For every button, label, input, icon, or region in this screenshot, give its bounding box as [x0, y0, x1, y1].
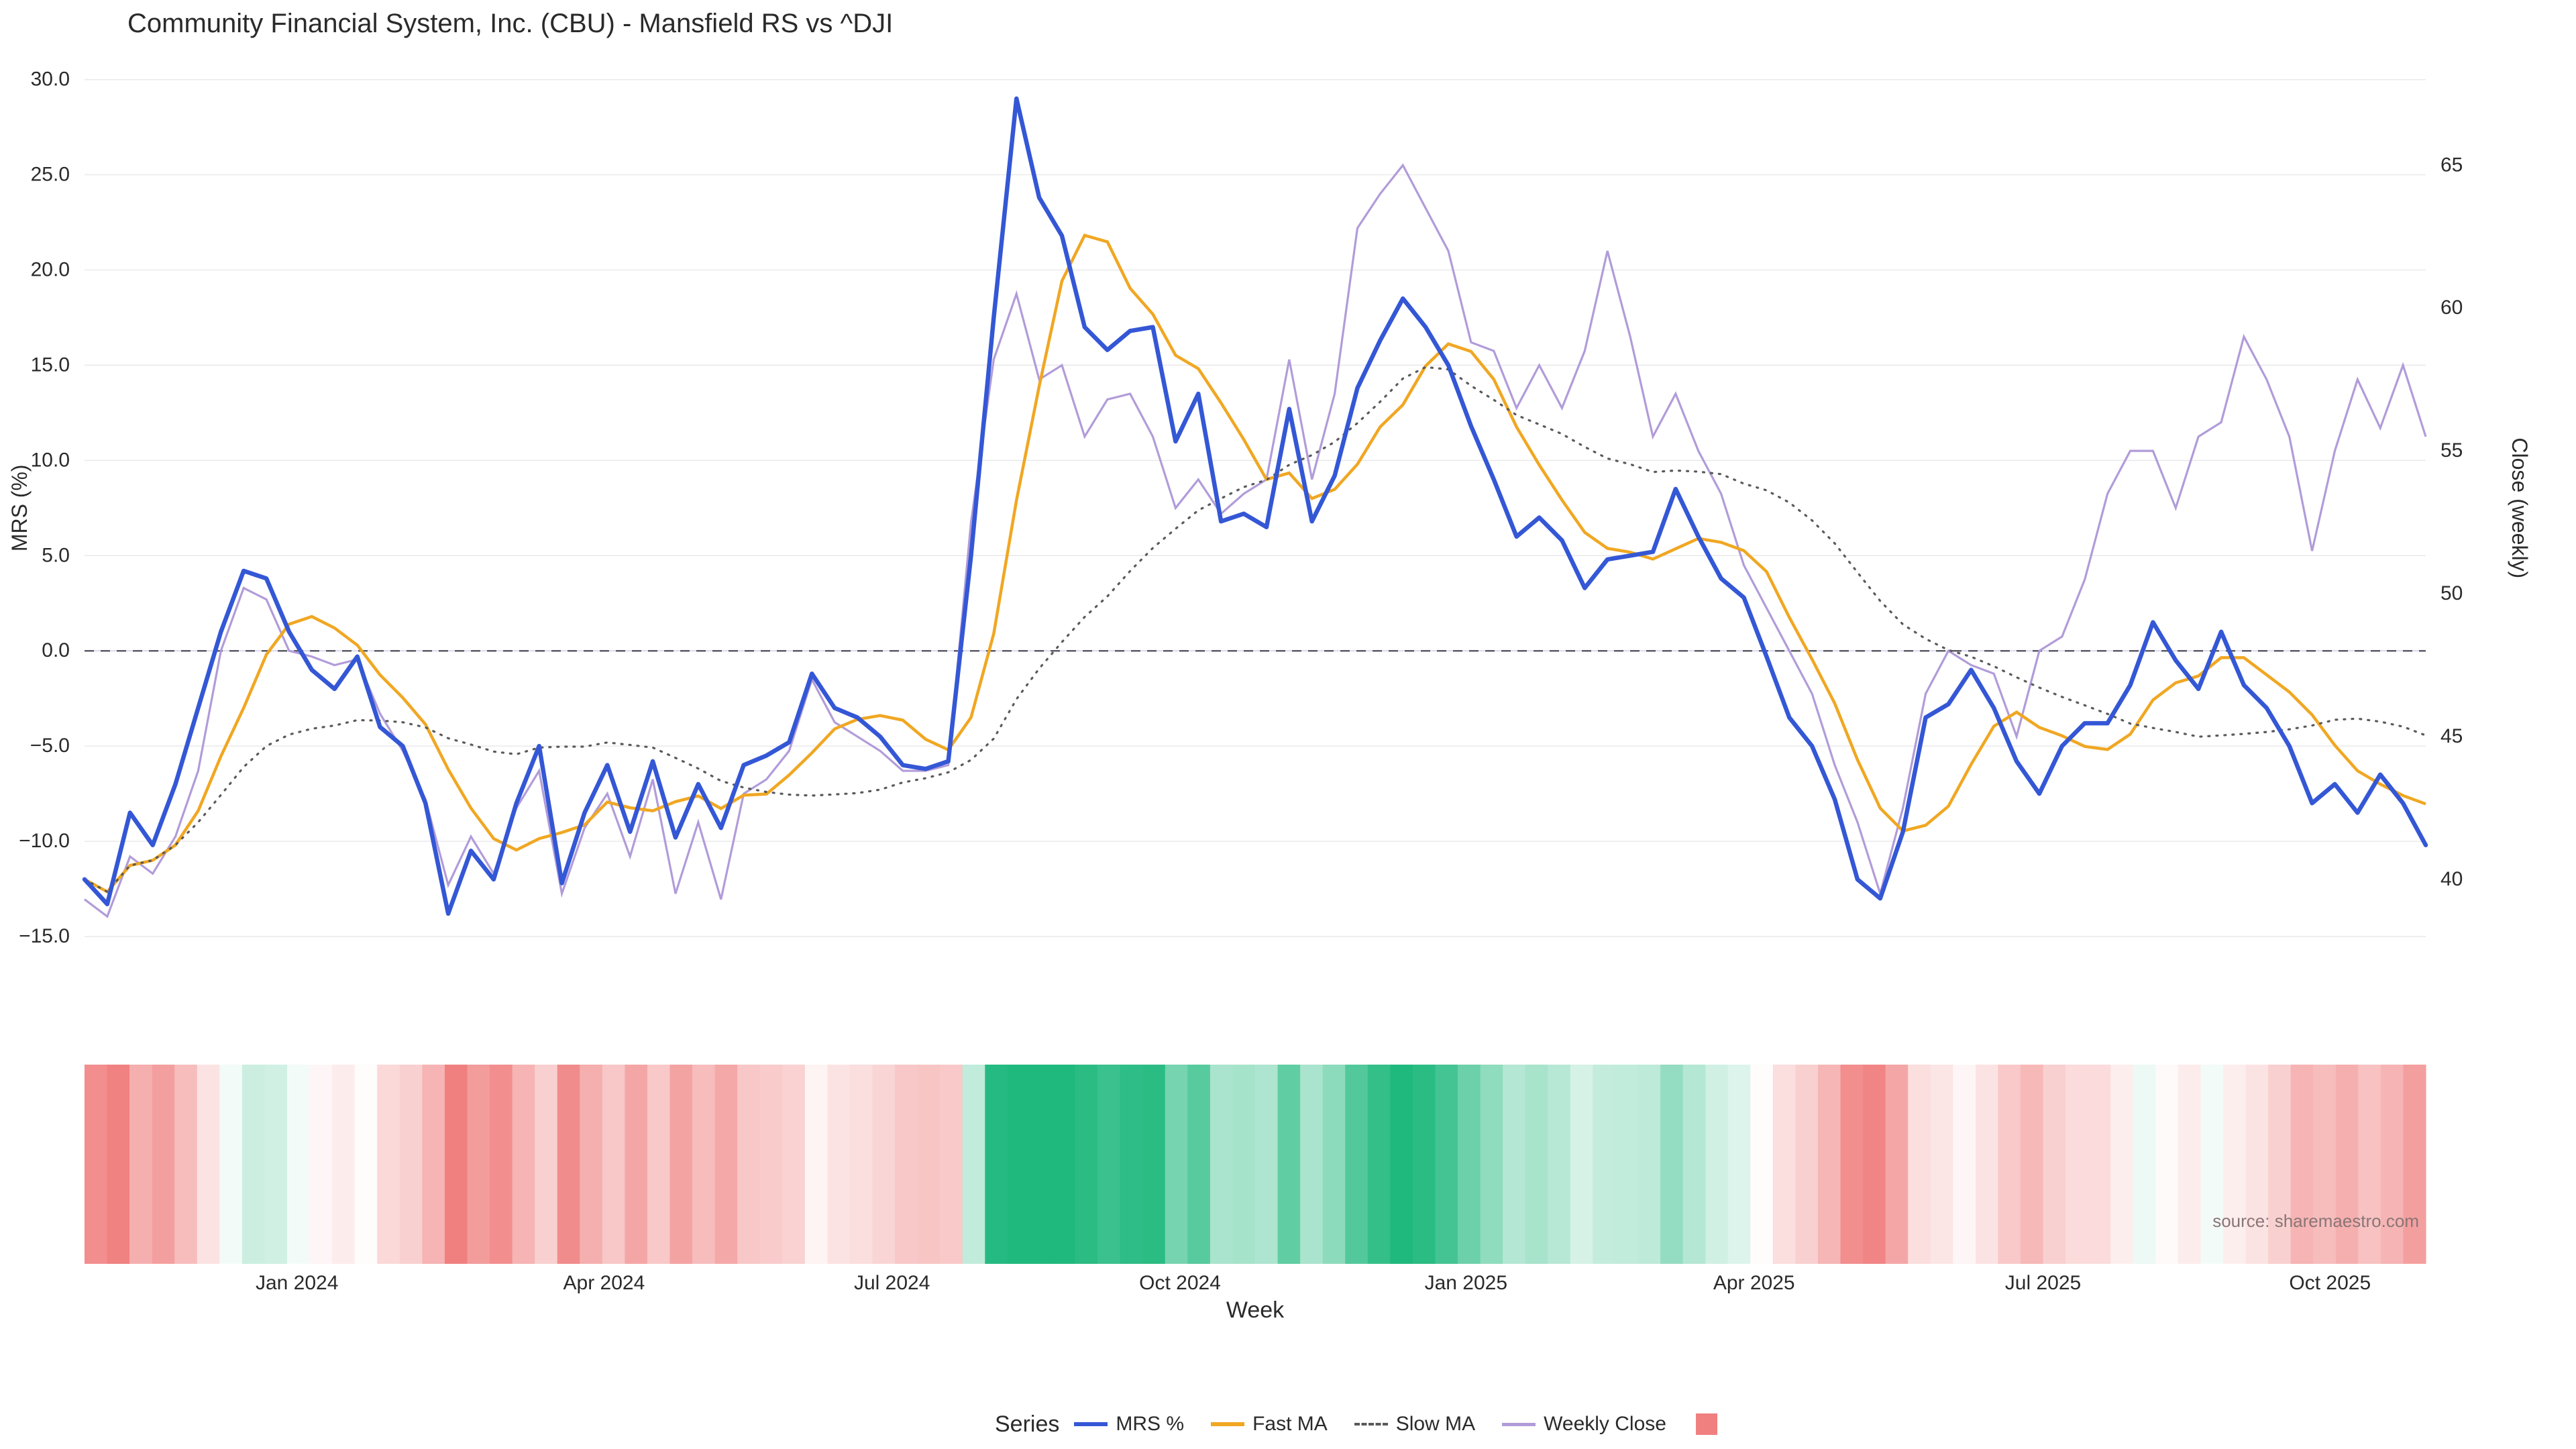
svg-text:MRS (%): MRS (%) — [7, 464, 32, 551]
svg-text:Oct 2024: Oct 2024 — [1139, 1272, 1221, 1294]
svg-text:Week: Week — [1226, 1297, 1285, 1323]
svg-text:−15.0: −15.0 — [19, 925, 70, 947]
svg-text:Jul 2024: Jul 2024 — [854, 1272, 930, 1294]
svg-text:Close (weekly): Close (weekly) — [2508, 437, 2532, 578]
svg-text:source: sharemaestro.com: source: sharemaestro.com — [2212, 1211, 2419, 1231]
svg-text:50: 50 — [2440, 582, 2463, 604]
svg-text:Jul 2025: Jul 2025 — [2005, 1272, 2081, 1294]
svg-text:55: 55 — [2440, 439, 2463, 462]
svg-text:10.0: 10.0 — [31, 449, 70, 471]
svg-text:−10.0: −10.0 — [19, 830, 70, 852]
svg-text:Jan 2025: Jan 2025 — [1425, 1272, 1507, 1294]
svg-text:Jan 2024: Jan 2024 — [256, 1272, 338, 1294]
svg-text:15.0: 15.0 — [31, 354, 70, 376]
svg-text:60: 60 — [2440, 297, 2463, 319]
svg-text:Apr 2025: Apr 2025 — [1713, 1272, 1795, 1294]
svg-text:40: 40 — [2440, 868, 2463, 890]
svg-text:Community Financial System, In: Community Financial System, Inc. (CBU) -… — [127, 9, 893, 38]
svg-text:65: 65 — [2440, 154, 2463, 176]
svg-text:20.0: 20.0 — [31, 258, 70, 280]
svg-text:30.0: 30.0 — [31, 68, 70, 91]
svg-text:Apr 2024: Apr 2024 — [564, 1272, 645, 1294]
svg-text:5.0: 5.0 — [42, 544, 70, 566]
svg-text:25.0: 25.0 — [31, 164, 70, 186]
svg-text:0.0: 0.0 — [42, 639, 70, 661]
svg-text:Oct 2025: Oct 2025 — [2289, 1272, 2371, 1294]
svg-text:−5.0: −5.0 — [30, 735, 70, 757]
svg-text:45: 45 — [2440, 725, 2463, 747]
